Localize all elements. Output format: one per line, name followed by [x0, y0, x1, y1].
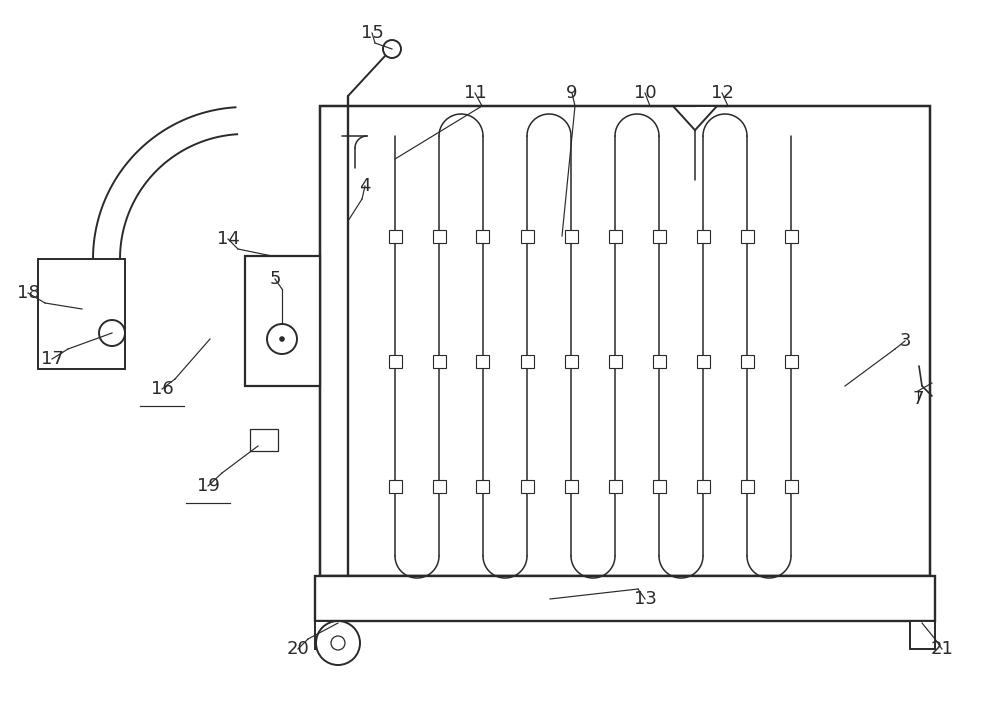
Text: 21: 21	[931, 640, 953, 658]
Text: 7: 7	[912, 390, 924, 408]
Text: 4: 4	[359, 177, 371, 195]
Bar	[652, 229, 666, 242]
Bar	[388, 229, 402, 242]
Bar	[696, 479, 710, 492]
Circle shape	[316, 621, 360, 665]
Bar	[432, 355, 446, 368]
Bar	[250, 429, 278, 451]
Bar	[564, 479, 578, 492]
Bar	[432, 229, 446, 242]
Text: 3: 3	[899, 332, 911, 350]
Text: 10: 10	[634, 84, 656, 102]
Bar	[784, 355, 798, 368]
Bar	[608, 355, 622, 368]
Bar	[652, 355, 666, 368]
Bar	[315, 621, 340, 649]
Text: 11: 11	[464, 84, 486, 102]
Bar	[608, 229, 622, 242]
Circle shape	[279, 336, 285, 342]
Text: 15: 15	[361, 24, 383, 42]
Bar	[388, 479, 402, 492]
Bar	[740, 355, 754, 368]
Bar	[784, 479, 798, 492]
Bar	[520, 479, 534, 492]
Text: 18: 18	[17, 284, 39, 302]
Bar	[784, 229, 798, 242]
Bar	[910, 621, 935, 649]
Text: 9: 9	[566, 84, 578, 102]
Bar	[476, 229, 489, 242]
Bar	[696, 229, 710, 242]
Text: 20: 20	[287, 640, 309, 658]
Bar	[476, 479, 489, 492]
Bar	[740, 229, 754, 242]
Text: 17: 17	[41, 350, 63, 368]
Bar	[652, 479, 666, 492]
Text: 14: 14	[217, 230, 239, 248]
Bar	[388, 355, 402, 368]
Bar	[520, 229, 534, 242]
Bar	[740, 479, 754, 492]
Bar	[245, 256, 320, 386]
Bar	[320, 106, 930, 576]
Bar	[608, 479, 622, 492]
Bar	[564, 355, 578, 368]
Text: 13: 13	[634, 590, 656, 608]
Bar	[696, 355, 710, 368]
Text: 12: 12	[711, 84, 733, 102]
Polygon shape	[673, 106, 717, 131]
Bar	[520, 355, 534, 368]
Bar	[315, 576, 935, 621]
Bar	[38, 259, 125, 369]
Bar	[564, 229, 578, 242]
Bar	[432, 479, 446, 492]
Text: 19: 19	[197, 477, 219, 495]
Bar	[476, 355, 489, 368]
Text: 5: 5	[269, 270, 281, 288]
Text: 16: 16	[151, 380, 173, 398]
